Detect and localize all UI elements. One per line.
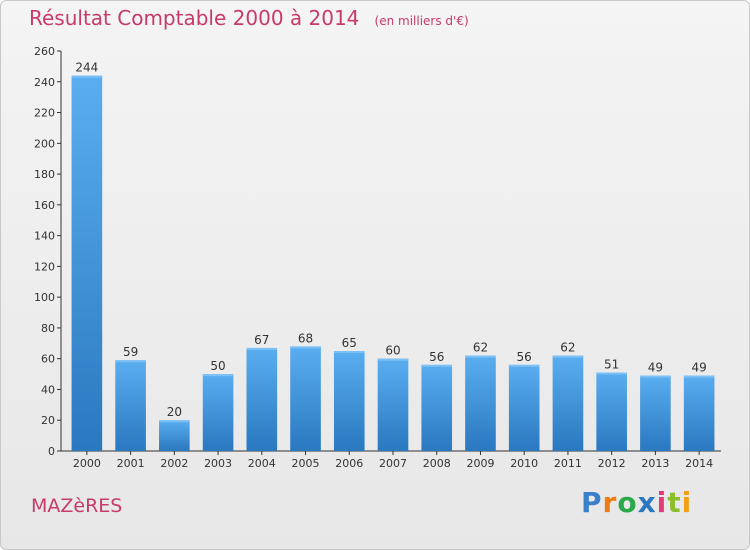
data-label: 51 [604,358,619,372]
bar [333,351,365,451]
y-tick-label: 260 [34,45,55,58]
bar-highlight [71,75,103,78]
bar-highlight [246,347,278,350]
data-labels: 244 59 20 50 67 68 65 60 56 62 56 62 51 49 49 [75,61,706,420]
y-tick-label: 180 [34,168,55,181]
x-tick-label: 2001 [117,457,145,470]
x-tick-label: 2006 [335,457,363,470]
x-axis: 2000 2001 2002 2003 2004 2005 2006 2007 2008 2009… [61,450,721,470]
y-tick-label: 160 [34,199,55,212]
bar [596,372,627,451]
logo-letter: i [656,486,668,519]
bar-highlight [640,375,671,378]
x-tick-label: 2000 [73,457,101,470]
x-tick-label: 2005 [292,457,320,470]
bar [71,75,103,451]
bar [115,360,146,451]
data-label: 65 [342,336,357,350]
x-tick-label: 2014 [685,457,713,470]
bar-highlight [115,360,146,363]
data-label: 56 [517,350,532,364]
bar [290,346,321,451]
bar [377,358,409,451]
title-row: Résultat Comptable 2000 à 2014 (en milli… [29,6,469,30]
bar [465,355,496,451]
x-tick-label: 2012 [598,457,626,470]
data-label: 20 [167,405,182,419]
bar-highlight [508,364,540,367]
logo-letter: r [602,486,618,519]
commune-name: MAZèRES [31,495,123,517]
y-tick-label: 60 [41,353,55,366]
data-label: 49 [691,361,706,375]
bar [202,374,234,451]
y-tick-label: 40 [41,383,55,396]
data-label: 67 [254,333,269,347]
y-tick-label: 0 [48,445,55,458]
bar-highlight [683,375,715,378]
y-tick-label: 120 [34,260,55,273]
bar-highlight [377,358,409,361]
bar [683,375,715,451]
data-label: 59 [123,345,138,359]
bar [159,420,190,451]
data-label: 60 [385,344,400,358]
logo-letter: i [681,486,693,519]
data-label: 49 [648,361,663,375]
x-tick-label: 2010 [510,457,538,470]
logo-letter: x [637,486,657,519]
bar-highlight [552,355,584,358]
x-tick-label: 2002 [160,457,188,470]
proxiti-logo[interactable]: Proxiti [581,486,701,526]
bar-highlight [465,355,496,358]
y-tick-label: 80 [41,322,55,335]
bars [71,75,715,451]
bar-highlight [290,346,321,349]
x-tick-label: 2004 [248,457,276,470]
bar [508,364,540,451]
x-tick-label: 2009 [466,457,494,470]
y-tick-label: 20 [41,414,55,427]
y-tick-label: 240 [34,76,55,89]
logo-letter: P [581,486,603,519]
y-tick-label: 100 [34,291,55,304]
y-tick-label: 140 [34,230,55,243]
y-tick-label: 220 [34,107,55,120]
data-label: 244 [75,61,98,75]
data-label: 62 [473,341,488,355]
data-label: 62 [560,341,575,355]
bar-highlight [421,364,453,367]
bar-highlight [202,374,234,377]
logo-letter: o [617,486,638,519]
logo-letter: t [667,486,682,519]
y-tick-label: 200 [34,137,55,150]
x-tick-label: 2007 [379,457,407,470]
bar [640,375,671,451]
bar-highlight [596,372,627,375]
x-tick-label: 2013 [641,457,669,470]
x-tick-label: 2011 [554,457,582,470]
bar [421,364,453,451]
data-label: 50 [210,359,225,373]
data-label: 56 [429,350,444,364]
x-tick-label: 2008 [423,457,451,470]
bar [246,347,278,451]
x-tick-label: 2003 [204,457,232,470]
data-label: 68 [298,331,313,345]
bar-highlight [333,351,365,353]
bar [552,355,584,451]
chart-title: Résultat Comptable 2000 à 2014 [29,6,360,30]
chart-subtitle: (en milliers d'€) [374,14,469,28]
bar-highlight [159,420,190,423]
y-axis: 0 20 40 60 80 100 120 140 160 180 200 220 240 260 [34,45,62,458]
